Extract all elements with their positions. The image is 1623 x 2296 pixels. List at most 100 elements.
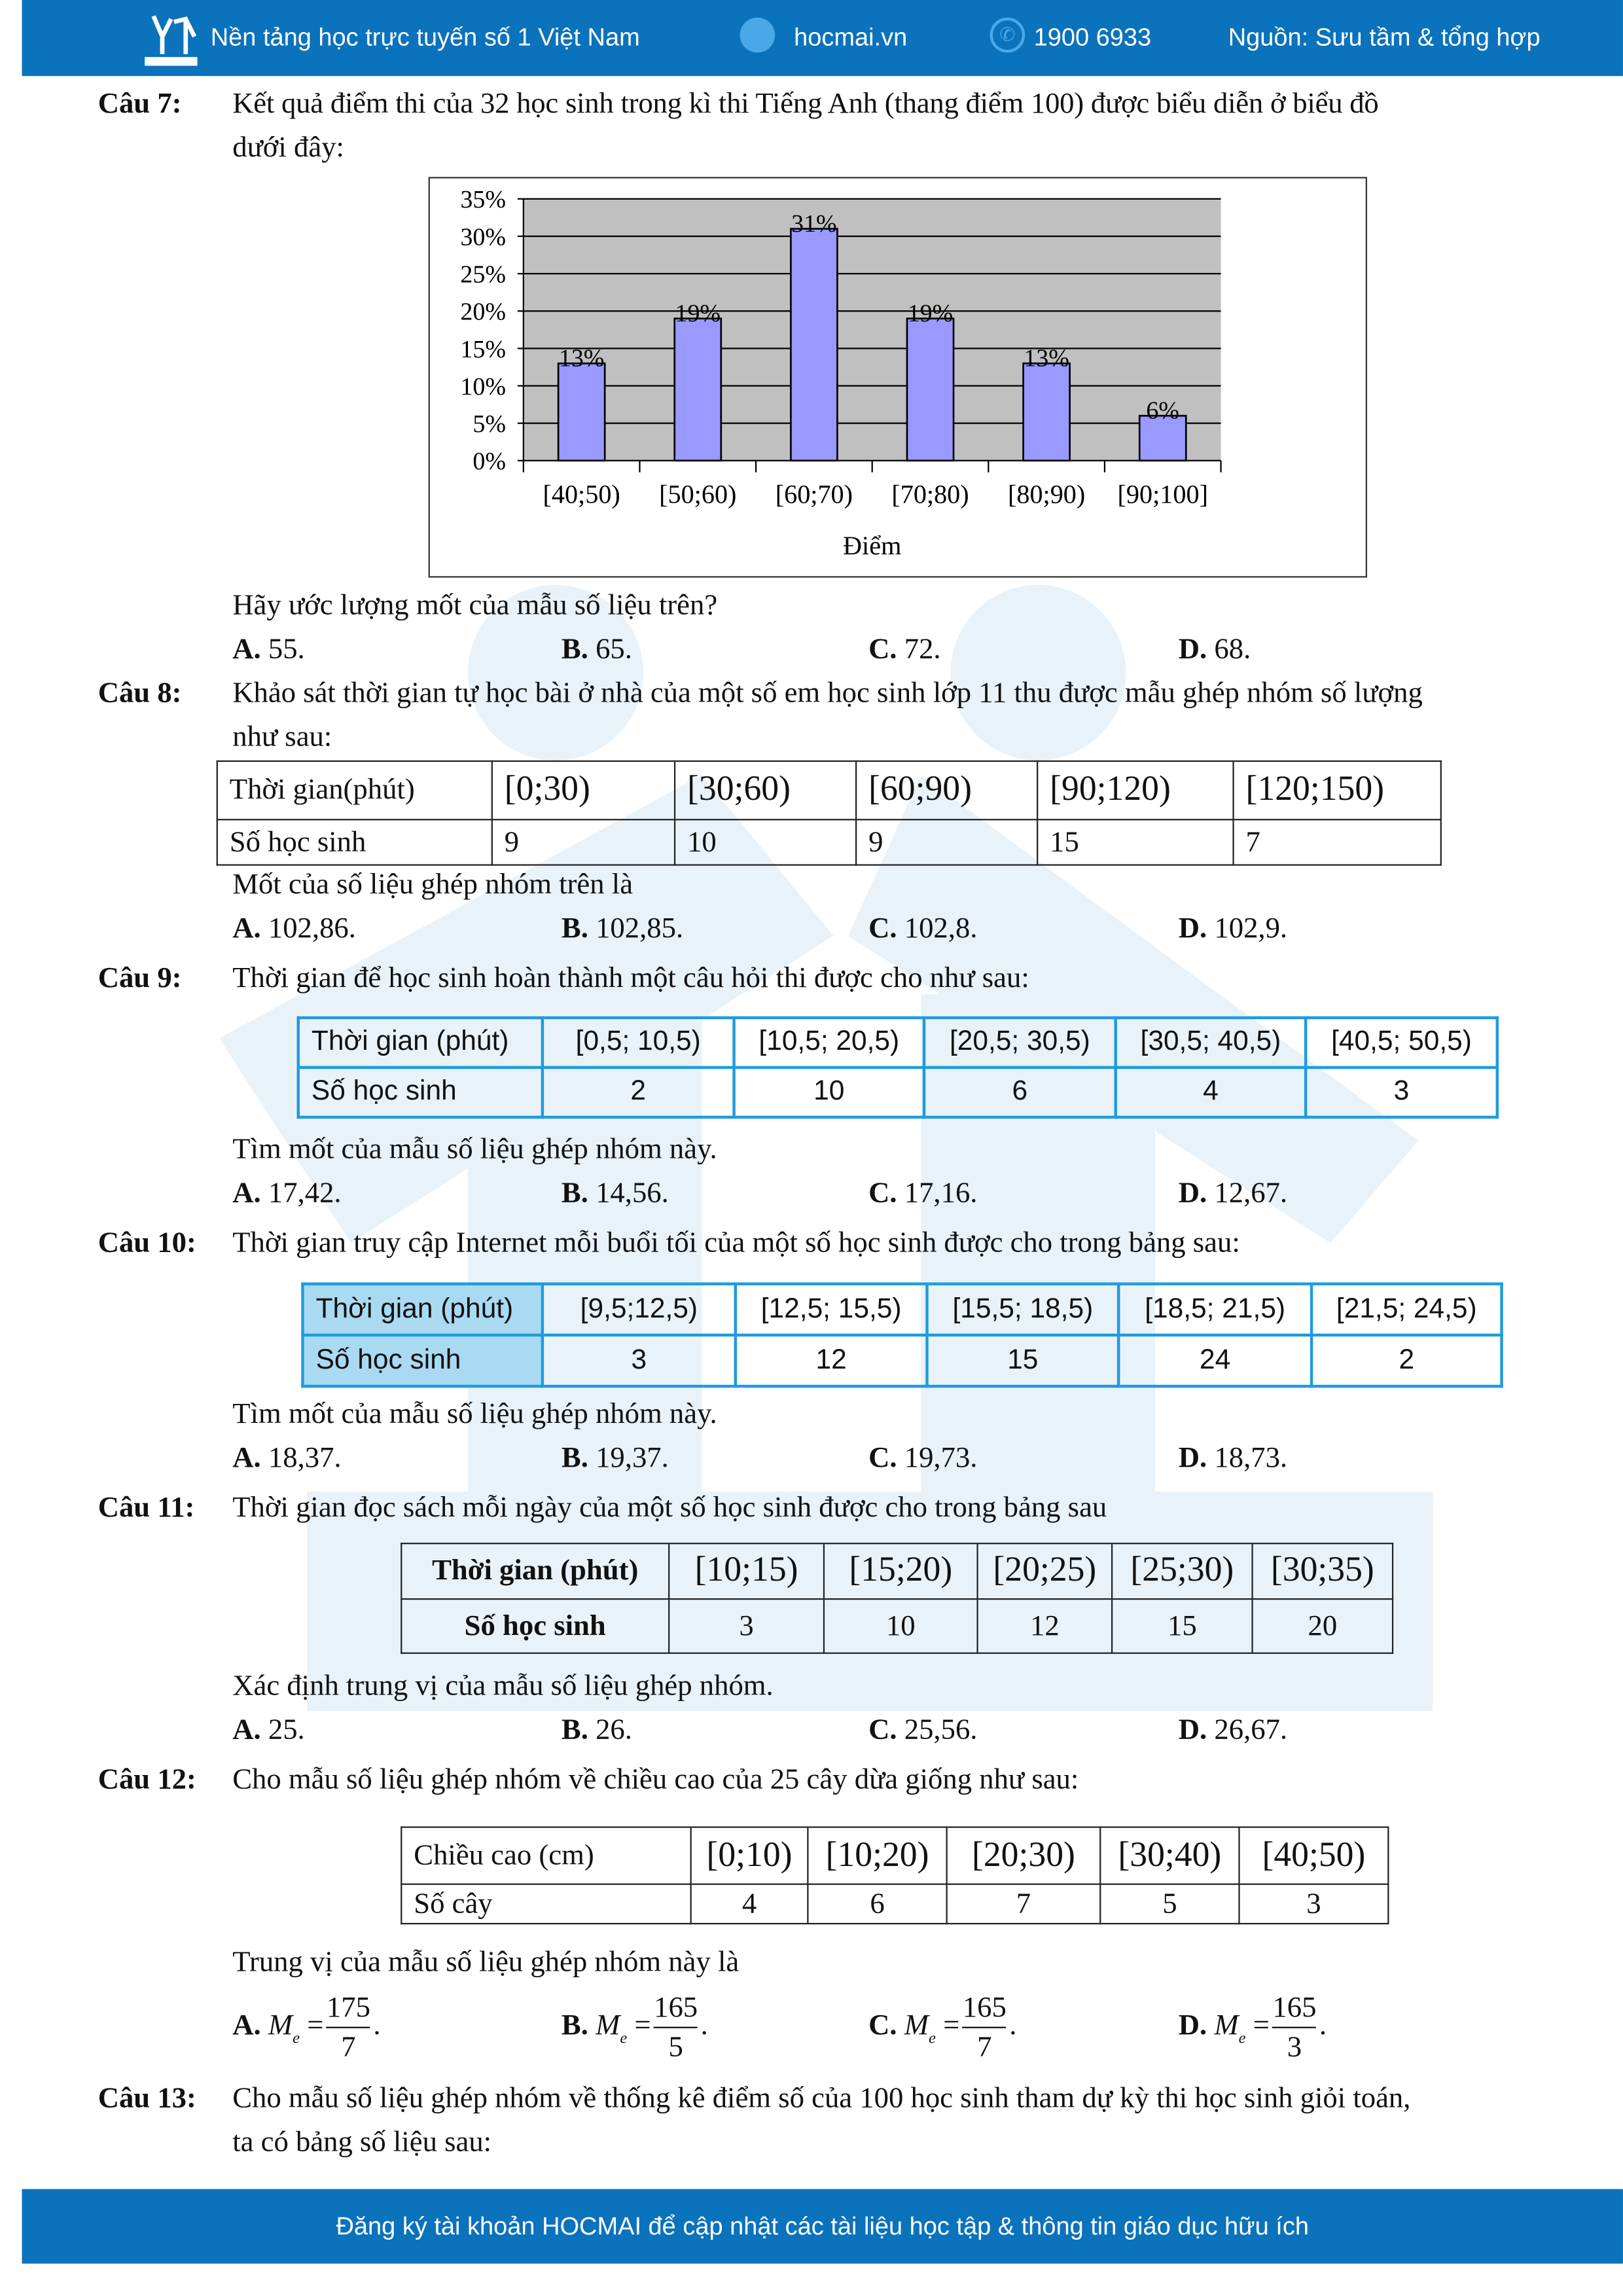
table-cell: [120;150) <box>1232 760 1442 821</box>
option-key: D. <box>1178 1441 1207 1475</box>
table-cell: [10;20) <box>807 1826 948 1885</box>
table-cell: Số học sinh <box>401 1598 670 1654</box>
answer-option[interactable]: B. 14,56. <box>562 1177 669 1211</box>
table-row: Thời gian (phút) [10;15) [15;20) [20;25) [25… <box>401 1543 1394 1600</box>
table-cell: 9 <box>491 819 676 866</box>
option-value: 18,37. <box>268 1441 342 1475</box>
question-text: như sau: <box>232 721 332 753</box>
fraction: 175 7 <box>326 1989 370 2066</box>
answer-option[interactable]: C. 25,56. <box>868 1713 977 1747</box>
table-cell: 2 <box>1310 1333 1503 1388</box>
answer-option[interactable]: D. 26,67. <box>1179 1713 1287 1747</box>
question-prompt: Tìm mốt của mẫu số liệu ghép nhóm này. <box>232 1397 717 1431</box>
denominator: 3 <box>1287 2031 1302 2064</box>
answer-option[interactable]: B. 102,85. <box>562 912 683 946</box>
option-key: A. <box>232 1713 261 1746</box>
table-cell: [30,5; 40,5) <box>1114 1016 1308 1069</box>
option-key: B. <box>561 1177 588 1210</box>
fraction: 165 7 <box>962 1989 1007 2066</box>
table-cell: [18,5; 21,5) <box>1116 1282 1313 1337</box>
table-cell: [0;30) <box>491 760 676 821</box>
answer-option[interactable]: C. 17,16. <box>868 1177 977 1211</box>
x-tick-label: [60;70) <box>776 480 853 509</box>
option-key: D. <box>1178 2009 1207 2042</box>
x-tick-label: [90;100] <box>1118 480 1208 509</box>
answer-option[interactable]: D. 12,67. <box>1179 1177 1287 1211</box>
subscript: e <box>293 2030 300 2048</box>
x-tick-label: [50;60) <box>659 480 736 509</box>
table-cell: [40;50) <box>1238 1826 1389 1885</box>
median-symbol: M <box>904 2009 929 2042</box>
y-tick-label: 15% <box>460 336 506 363</box>
answer-option[interactable]: A. 18,37. <box>232 1442 341 1475</box>
header-phone[interactable]: 1900 6933 <box>1033 23 1152 52</box>
answer-option[interactable]: D. 102,9. <box>1179 912 1287 946</box>
answer-option[interactable]: A. Me = 175 7. <box>232 1989 380 2066</box>
option-value: 65. <box>596 633 632 666</box>
data-label: 6% <box>1146 397 1179 425</box>
table-cell: 3 <box>1238 1883 1389 1925</box>
data-table: Thời gian (phút) [9,5;12,5) [12,5; 15,5) [1… <box>301 1282 1503 1388</box>
answer-option[interactable]: D. 18,73. <box>1179 1442 1287 1475</box>
table-row: Số học sinh 2 10 6 4 3 <box>296 1066 1499 1119</box>
data-table: Chiều cao (cm) [0;10) [10;20) [20;30) [30;40… <box>401 1826 1389 1925</box>
option-key: A. <box>232 1177 261 1210</box>
table-cell: [20;30) <box>946 1826 1101 1885</box>
table-cell: 4 <box>690 1883 809 1925</box>
option-value: 18,73. <box>1214 1441 1288 1475</box>
option-key: A. <box>232 912 261 945</box>
answer-option[interactable]: A. 25. <box>232 1713 304 1747</box>
option-value: 25,56. <box>904 1713 978 1746</box>
option-key: A. <box>232 2009 261 2042</box>
footer-text[interactable]: Đăng ký tài khoản HOCMAI để cập nhật các… <box>336 2212 1309 2240</box>
table-cell: [30;35) <box>1251 1543 1394 1600</box>
table-cell: 15 <box>1037 819 1234 866</box>
option-value: 14,56. <box>596 1177 669 1210</box>
table-cell: [40,5; 50,5) <box>1304 1016 1499 1069</box>
option-value: 102,9. <box>1214 912 1288 945</box>
table-cell: [9,5;12,5) <box>541 1282 738 1337</box>
numerator: 165 <box>962 1989 1007 2028</box>
option-key: D. <box>1178 633 1207 666</box>
option-value: 19,37. <box>596 1441 669 1475</box>
answer-option[interactable]: B. 65. <box>562 633 632 666</box>
option-end: . <box>1009 2009 1017 2042</box>
table-cell: [90;120) <box>1037 760 1234 821</box>
answer-option[interactable]: D. 68. <box>1179 633 1251 666</box>
answer-option[interactable]: C. 19,73. <box>868 1442 977 1475</box>
answer-option[interactable]: B. 26. <box>562 1713 632 1747</box>
question-label: Câu 13: <box>98 2082 196 2115</box>
equals: = <box>307 2009 324 2042</box>
table-cell: 4 <box>1114 1066 1308 1119</box>
option-value: 102,85. <box>596 912 684 945</box>
question-label: Câu 8: <box>98 677 182 709</box>
answer-option[interactable]: C. 72. <box>868 633 940 666</box>
answer-option[interactable]: D. Me = 165 3. <box>1179 1989 1327 2066</box>
table-cell: [15,5; 18,5) <box>925 1282 1120 1337</box>
answer-option[interactable]: C. 102,8. <box>868 912 977 946</box>
table-cell: 3 <box>541 1333 738 1388</box>
header-bar: Nền tảng học trực tuyến số 1 Việt Nam ho… <box>22 0 1623 77</box>
answer-option[interactable]: A. 102,86. <box>232 912 356 946</box>
table-cell: 2 <box>541 1066 736 1119</box>
answer-option[interactable]: A. 55. <box>232 633 304 666</box>
table-cell: [25;30) <box>1111 1543 1253 1600</box>
x-axis-label: Điểm <box>843 531 901 560</box>
median-symbol: M <box>1214 2009 1239 2042</box>
answer-option[interactable]: C. Me = 165 7. <box>868 1989 1016 2066</box>
option-key: C. <box>868 2009 897 2042</box>
question-prompt: Mốt của số liệu ghép nhóm trên là <box>232 869 633 901</box>
table-cell: [20;25) <box>976 1543 1113 1600</box>
answer-option[interactable]: A. 17,42. <box>232 1177 341 1211</box>
answer-option[interactable]: B. 19,37. <box>562 1442 669 1475</box>
table-row: Thời gian(phút) [0;30) [30;60) [60;90) [90;1… <box>216 760 1442 821</box>
header-website[interactable]: hocmai.vn <box>794 23 908 52</box>
table-cell: Thời gian (phút) <box>301 1282 544 1337</box>
answer-option[interactable]: B. Me = 165 5. <box>562 1989 708 2066</box>
equals: = <box>943 2009 960 2042</box>
option-key: C. <box>868 633 897 666</box>
data-table: Thời gian(phút) [0;30) [30;60) [60;90) [90;1… <box>216 760 1442 866</box>
option-value: 26,67. <box>1214 1713 1288 1746</box>
option-value: 26. <box>596 1713 632 1746</box>
